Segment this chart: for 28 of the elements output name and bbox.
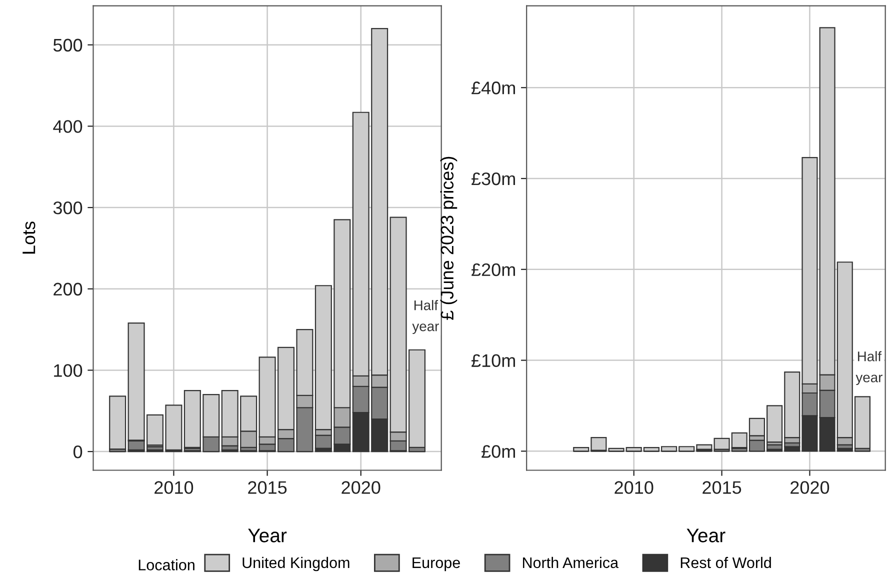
x-tick-label: 2010	[154, 481, 194, 494]
legend-label: Rest of World	[680, 556, 771, 568]
annotation: Half year	[412, 300, 439, 334]
x-axis-title: Year	[686, 528, 726, 542]
legend-label: Europe	[412, 557, 460, 572]
legend-label: North America	[522, 556, 619, 568]
annotation: Half year	[856, 351, 882, 386]
y-axis-title: Lots	[22, 222, 36, 254]
y-tick-label: £20m	[472, 263, 515, 276]
x-tick-label: 2020	[342, 481, 380, 494]
x-tick-label: 2010	[614, 481, 654, 494]
y-tick-label: 300	[53, 201, 82, 214]
legend-title: Location	[138, 559, 194, 570]
y-tick-label: £30m	[472, 172, 515, 186]
y-tick-label: £0m	[482, 445, 515, 458]
x-tick-label: 2015	[248, 481, 287, 494]
y-axis-title: £ (June 2023 prices)	[440, 156, 458, 320]
y-tick-label: 500	[53, 38, 82, 52]
y-tick-label: 100	[54, 364, 82, 377]
x-axis-title: Year	[248, 528, 287, 542]
legend-label: United Kingdom	[242, 556, 350, 572]
x-tick-label: 2015	[702, 481, 742, 494]
x-tick-label: 2020	[790, 481, 830, 494]
y-tick-label: £40m	[472, 82, 515, 94]
y-tick-label: 0	[73, 445, 82, 458]
y-tick-label: 200	[54, 282, 82, 296]
y-tick-label: 400	[53, 120, 82, 133]
y-tick-label: £10m	[472, 354, 515, 367]
